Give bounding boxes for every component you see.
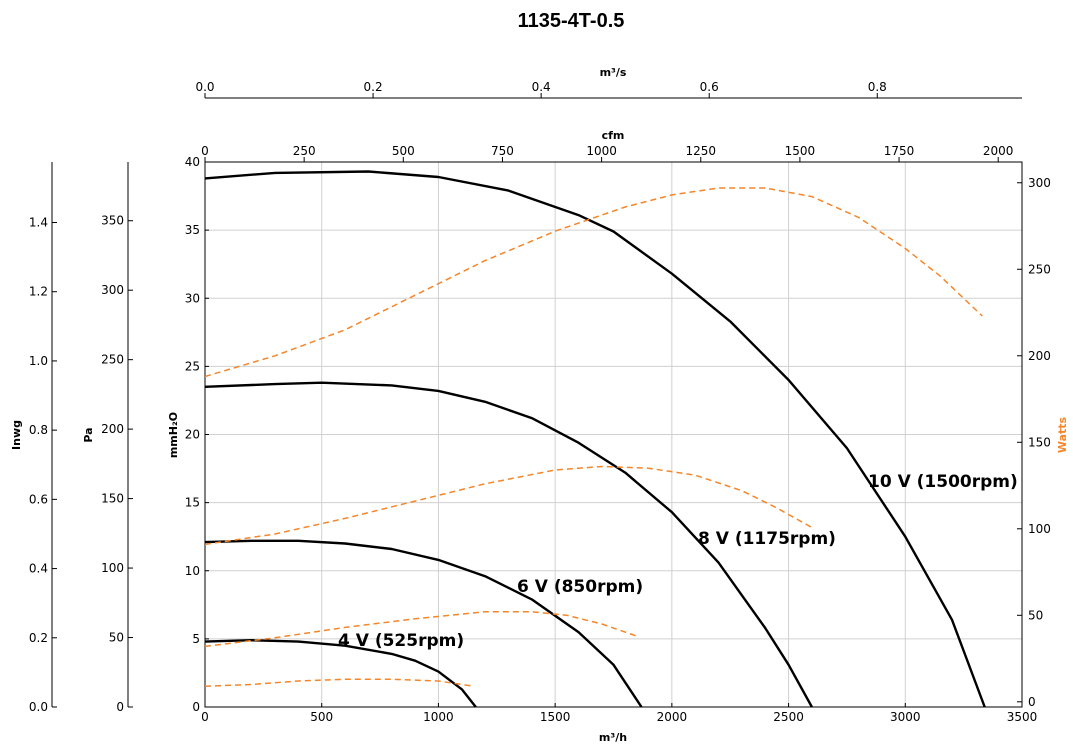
cfm-tick-label: 500 xyxy=(392,144,415,158)
y-tick-label: 15 xyxy=(185,496,200,510)
inwg-axis-label: Inwg xyxy=(10,420,23,450)
pa-axis-label: Pa xyxy=(82,427,95,442)
y-tick-label: 20 xyxy=(185,428,200,442)
cfm-tick-label: 2000 xyxy=(983,144,1014,158)
pa-tick-label: 300 xyxy=(101,283,124,297)
cfm-tick-label: 1000 xyxy=(586,144,617,158)
watts-tick-label: 0 xyxy=(1028,695,1036,709)
pa-tick-label: 150 xyxy=(101,492,124,506)
x-tick-label: 0 xyxy=(201,710,209,724)
power-curve-5 xyxy=(204,465,815,546)
y-tick-label: 10 xyxy=(185,564,200,578)
cfm-tick-label: 250 xyxy=(293,144,316,158)
m3s-tick-label: 0.2 xyxy=(364,80,383,94)
pa-tick-label: 0 xyxy=(116,700,124,714)
power-curve-7 xyxy=(204,678,474,687)
y-tick-label: 5 xyxy=(192,632,200,646)
pressure-curve-2 xyxy=(204,539,643,708)
power-curve-6 xyxy=(204,611,638,648)
pressure-curve-0 xyxy=(204,170,986,708)
curve-label-4v: 4 V (525rpm) xyxy=(338,631,464,651)
curve-label-10v: 10 V (1500rpm) xyxy=(868,472,1018,492)
inwg-tick-label: 0.6 xyxy=(29,492,48,506)
x-tick-label: 2500 xyxy=(773,710,804,724)
y-tick-label: 35 xyxy=(185,223,200,237)
watts-tick-label: 250 xyxy=(1028,262,1051,276)
curve-label-8v: 8 V (1175rpm) xyxy=(698,529,836,549)
x-tick-label: 500 xyxy=(310,710,333,724)
pressure-curve-3 xyxy=(204,639,477,708)
m3s-tick-label: 0.6 xyxy=(700,80,719,94)
watts-tick-label: 100 xyxy=(1028,522,1051,536)
inwg-tick-label: 1.4 xyxy=(29,215,48,229)
inwg-tick-label: 0.0 xyxy=(29,700,48,714)
curve-label-6v: 6 V (850rpm) xyxy=(517,577,643,597)
cfm-tick-label: 1250 xyxy=(685,144,716,158)
top-m3s-axis-label: m³/s xyxy=(600,66,627,79)
cfm-tick-label: 1750 xyxy=(884,144,915,158)
y-tick-label: 0 xyxy=(192,700,200,714)
pa-tick-label: 100 xyxy=(101,561,124,575)
x-tick-label: 1500 xyxy=(540,710,571,724)
x-axis-label: m³/h xyxy=(599,731,627,744)
cfm-tick-label: 750 xyxy=(491,144,514,158)
top-cfm-axis-label: cfm xyxy=(602,129,625,142)
inwg-tick-label: 1.2 xyxy=(29,285,48,299)
x-tick-label: 2000 xyxy=(657,710,688,724)
watts-tick-label: 300 xyxy=(1028,176,1051,190)
m3s-tick-label: 0.4 xyxy=(532,80,551,94)
inwg-tick-label: 1.0 xyxy=(29,354,48,368)
power-curve-4 xyxy=(204,187,983,378)
inwg-tick-label: 0.4 xyxy=(29,562,48,576)
series-layer xyxy=(204,170,986,708)
watts-axis-label: Watts xyxy=(1056,416,1069,453)
x-tick-label: 1000 xyxy=(423,710,454,724)
cfm-tick-label: 1500 xyxy=(785,144,816,158)
pa-tick-label: 350 xyxy=(101,214,124,228)
m3s-tick-label: 0.0 xyxy=(195,80,214,94)
cfm-tick-label: 0 xyxy=(201,144,209,158)
pa-tick-label: 50 xyxy=(109,631,124,645)
axes-layer: 0 500 1000 1500 2000 2500 3000 3500051015202530… xyxy=(29,80,1051,724)
chart-title: 1135-4T-0.5 xyxy=(518,10,625,32)
y-tick-label: 25 xyxy=(185,359,200,373)
inwg-tick-label: 0.2 xyxy=(29,631,48,645)
x-tick-label: 3000 xyxy=(890,710,921,724)
watts-tick-label: 200 xyxy=(1028,349,1051,363)
pa-tick-label: 200 xyxy=(101,422,124,436)
y-axis-label: mmH₂O xyxy=(167,412,180,458)
y-tick-label: 30 xyxy=(185,291,200,305)
m3s-tick-label: 0.8 xyxy=(868,80,887,94)
watts-tick-label: 50 xyxy=(1028,608,1043,622)
pa-tick-label: 250 xyxy=(101,353,124,367)
x-tick-label: 3500 xyxy=(1007,710,1038,724)
inwg-tick-label: 0.8 xyxy=(29,423,48,437)
watts-tick-label: 150 xyxy=(1028,435,1051,449)
y-tick-label: 40 xyxy=(185,155,200,169)
pressure-curve-1 xyxy=(204,381,813,708)
